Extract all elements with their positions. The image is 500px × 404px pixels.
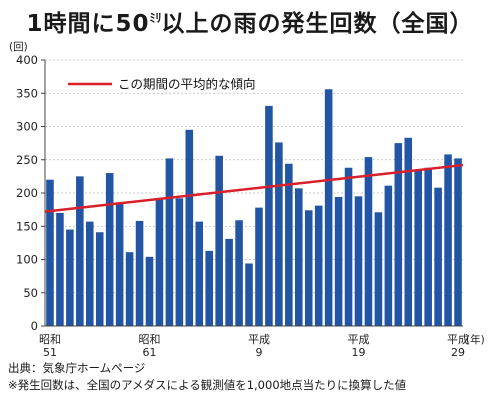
bar-昭和60: [135, 220, 144, 326]
bar-昭和56: [95, 232, 104, 326]
bar-昭和59: [125, 252, 134, 326]
y-tick-label: 0: [31, 319, 38, 333]
bar-昭和53: [66, 229, 74, 326]
bar-平成17: [334, 196, 343, 326]
axes: 050100150200250300350400(回)(年)昭和51昭和61平成…: [9, 41, 485, 359]
bar-平成14: [304, 210, 313, 326]
bar-平成13: [295, 188, 303, 326]
bar-平成28: [444, 154, 452, 326]
trend-line: [44, 163, 464, 213]
x-tick-label-era: 平成: [447, 333, 469, 346]
bar-昭和54: [76, 176, 84, 326]
bar-平成20: [364, 157, 373, 326]
chart-title-unit: ﾐﾘ: [149, 11, 162, 25]
y-tick-label: 300: [16, 120, 38, 134]
bar-平成4: [205, 250, 213, 326]
bar-平成29: [454, 158, 462, 326]
footnote-text: ※発生回数は、全国のアメダスによる観測値を1,000地点当たりに換算した値: [8, 378, 407, 392]
bar-平成21: [374, 212, 383, 326]
source-text: 出典：気象庁ホームページ: [8, 361, 146, 375]
bar-昭和57: [105, 173, 114, 326]
bar-平成15: [314, 205, 323, 326]
bar-平成12: [285, 163, 293, 326]
bar-平成26: [424, 167, 432, 326]
y-tick-label: 400: [16, 53, 38, 67]
x-tick-label-year: 19: [352, 346, 366, 359]
bar-平成6: [225, 238, 233, 326]
chart-title-rest: 以上の雨の発生回数（全国）: [161, 11, 474, 37]
bar-平成18: [344, 167, 353, 326]
bar-chart: 050100150200250300350400(回)(年)昭和51昭和61平成…: [9, 41, 485, 359]
legend-label: この期間の平均的な傾向: [118, 76, 256, 91]
legend: この期間の平均的な傾向: [68, 76, 256, 91]
y-tick-label: 250: [16, 153, 38, 167]
bar-昭和64・平成元: [175, 198, 184, 326]
gridlines: [45, 59, 463, 294]
bar-昭和52: [56, 212, 64, 326]
x-tick-label-era: 昭和: [139, 333, 161, 346]
x-tick-label-era: 平成: [348, 333, 370, 346]
x-tick-label-era: 平成: [248, 333, 270, 346]
x-tick-label-year: 61: [143, 346, 157, 359]
bar-平成16: [324, 89, 333, 326]
bar-平成10: [265, 105, 273, 326]
y-axis-unit: (回): [9, 41, 28, 53]
y-tick-label: 100: [16, 253, 38, 267]
bar-平成24: [404, 137, 413, 326]
bar-昭和58: [115, 202, 124, 326]
bar-昭和63: [165, 158, 174, 326]
bar-平成9: [255, 207, 263, 326]
bar-平成27: [434, 187, 442, 326]
bar-平成19: [354, 196, 363, 326]
chart-title-main: 1時間に50: [26, 11, 150, 37]
bar-平成25: [414, 169, 422, 326]
bar-平成23: [394, 143, 403, 326]
bar-昭和51: [46, 179, 54, 326]
bar-平成11: [275, 142, 283, 326]
y-tick-label: 50: [23, 286, 38, 300]
bar-平成5: [215, 155, 223, 326]
y-tick-label: 150: [16, 219, 38, 233]
bars: [46, 89, 462, 326]
bar-昭和62: [155, 199, 164, 326]
bar-平成7: [235, 220, 243, 326]
chart-title: 1時間に50ﾐﾘ以上の雨の発生回数（全国）: [0, 4, 500, 38]
bar-平成2: [185, 129, 194, 326]
x-tick-label-year: 51: [43, 346, 57, 359]
bar-平成3: [195, 221, 204, 326]
x-tick-label-year: 29: [451, 346, 465, 359]
trend-layer: [44, 163, 464, 213]
x-tick-label-year: 9: [255, 346, 262, 359]
bar-昭和55: [86, 221, 94, 326]
y-tick-label: 200: [16, 186, 38, 200]
x-tick-label-era: 昭和: [39, 333, 61, 346]
y-tick-label: 350: [16, 86, 38, 100]
x-axis-unit: (年): [466, 333, 485, 346]
bar-平成8: [245, 263, 253, 326]
bar-昭和61: [145, 256, 154, 326]
bar-平成22: [384, 185, 393, 326]
